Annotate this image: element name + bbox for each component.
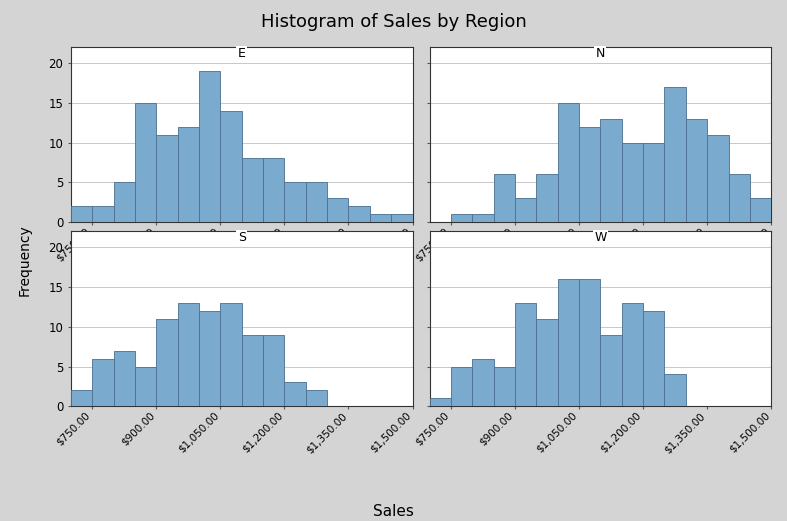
Text: N: N [596,47,605,60]
Bar [600,119,622,222]
Bar [157,319,178,406]
Bar [579,127,600,222]
Bar [537,175,558,222]
Bar [493,175,515,222]
Bar [370,214,391,222]
Text: Histogram of Sales by Region: Histogram of Sales by Region [260,13,527,31]
Bar [199,311,220,406]
Bar [178,303,199,406]
Bar [664,86,685,222]
Text: E: E [238,47,246,60]
Bar [135,367,157,406]
Bar [430,399,451,406]
Text: Sales: Sales [373,504,414,519]
Bar [391,214,412,222]
Bar [242,334,263,406]
Bar [472,358,493,406]
Bar [220,303,242,406]
Bar [178,127,199,222]
Bar [220,110,242,222]
Bar [750,199,771,222]
Bar [263,334,284,406]
Bar [71,390,92,406]
Bar [472,214,493,222]
Bar [305,390,327,406]
Text: Frequency: Frequency [17,225,31,296]
Bar [515,303,537,406]
Bar [71,206,92,222]
Bar [515,199,537,222]
Bar [113,351,135,406]
Bar [643,143,664,222]
Bar [263,158,284,222]
Bar [113,182,135,222]
Bar [451,367,472,406]
Bar [327,199,349,222]
Bar [708,134,729,222]
Bar [729,175,750,222]
Bar [199,71,220,222]
Bar [451,214,472,222]
Bar [349,206,370,222]
Bar [305,182,327,222]
Bar [558,103,579,222]
Bar [284,182,305,222]
Bar [558,279,579,406]
Bar [157,134,178,222]
Bar [643,311,664,406]
Bar [493,367,515,406]
Bar [92,358,113,406]
Bar [242,158,263,222]
Bar [135,103,157,222]
Bar [664,375,685,406]
Bar [685,119,708,222]
Bar [622,143,643,222]
Bar [537,319,558,406]
Text: S: S [238,231,246,244]
Bar [284,382,305,406]
Bar [92,206,113,222]
Bar [622,303,643,406]
Bar [600,334,622,406]
Bar [579,279,600,406]
Text: W: W [594,231,607,244]
